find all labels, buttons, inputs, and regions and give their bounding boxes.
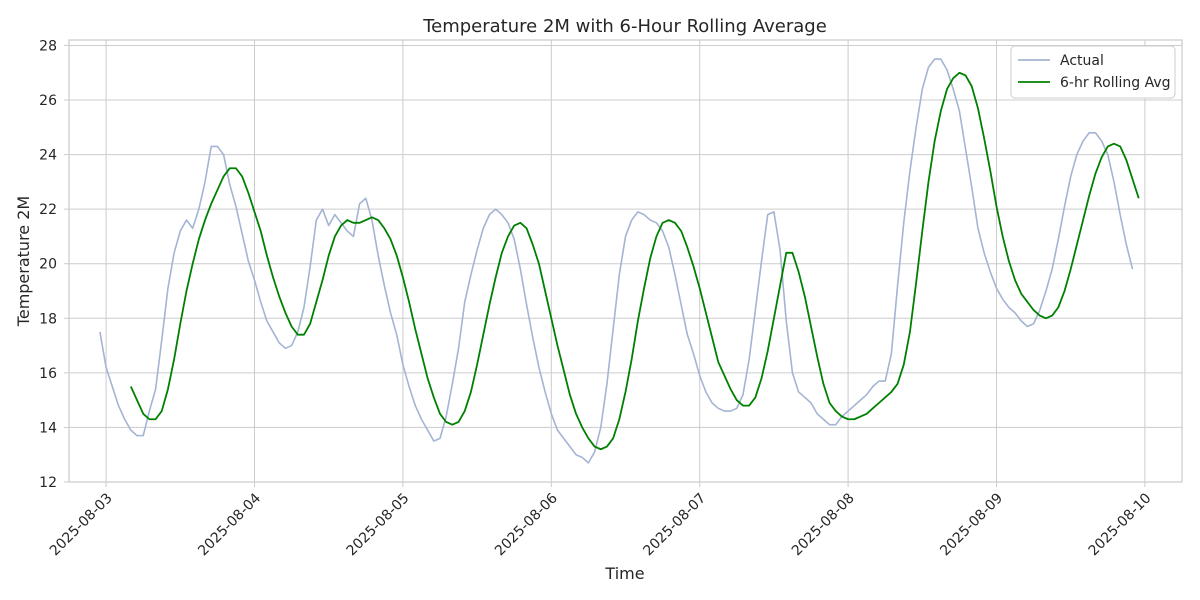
plot-frame (68, 39, 1183, 483)
y-tick-label: 14 (39, 420, 57, 436)
y-tick-label: 24 (39, 148, 57, 164)
y-tick-label: 28 (39, 38, 57, 54)
y-tick-label: 20 (39, 257, 57, 273)
y-axis-ticks: 12 14 16 18 20 22 24 26 28 (39, 38, 69, 491)
x-tick-label: 2025-08-04 (195, 490, 264, 559)
y-tick-label: 18 (39, 311, 57, 327)
x-tick-label: 2025-08-05 (344, 490, 413, 559)
y-tick-label: 16 (39, 366, 57, 382)
x-tick-label: 2025-08-09 (937, 490, 1006, 559)
y-tick-label: 26 (39, 93, 57, 109)
legend: Actual 6-hr Rolling Avg (1010, 45, 1176, 99)
x-tick-label: 2025-08-07 (640, 490, 709, 559)
x-tick-label: 2025-08-06 (492, 490, 561, 559)
plot-background (69, 40, 1182, 482)
x-tick-label: 2025-08-03 (47, 490, 116, 559)
legend-box (1010, 45, 1176, 99)
y-tick-label: 22 (39, 202, 57, 218)
series-line-actual (99, 58, 1134, 464)
legend-label-rolling: 6-hr Rolling Avg (1060, 75, 1171, 91)
y-axis-label: Temperature 2M (14, 196, 33, 327)
x-axis-label: Time (604, 564, 644, 583)
chart-title: Temperature 2M with 6-Hour Rolling Avera… (422, 16, 827, 37)
x-axis-ticks: 2025-08-03 2025-08-04 2025-08-05 2025-08-06… (47, 482, 1155, 559)
y-tick-label: 12 (39, 475, 57, 491)
x-tick-label: 2025-08-08 (789, 490, 858, 559)
legend-label-actual: Actual (1060, 53, 1104, 69)
series-line-rolling-avg (130, 71, 1140, 451)
x-tick-label: 2025-08-10 (1086, 490, 1155, 559)
series-lines (99, 58, 1140, 464)
